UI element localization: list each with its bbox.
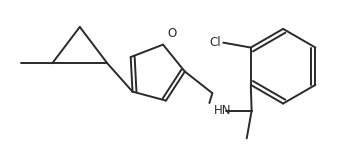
Text: O: O	[167, 27, 176, 40]
Text: HN: HN	[214, 104, 232, 117]
Text: Cl: Cl	[210, 36, 221, 49]
